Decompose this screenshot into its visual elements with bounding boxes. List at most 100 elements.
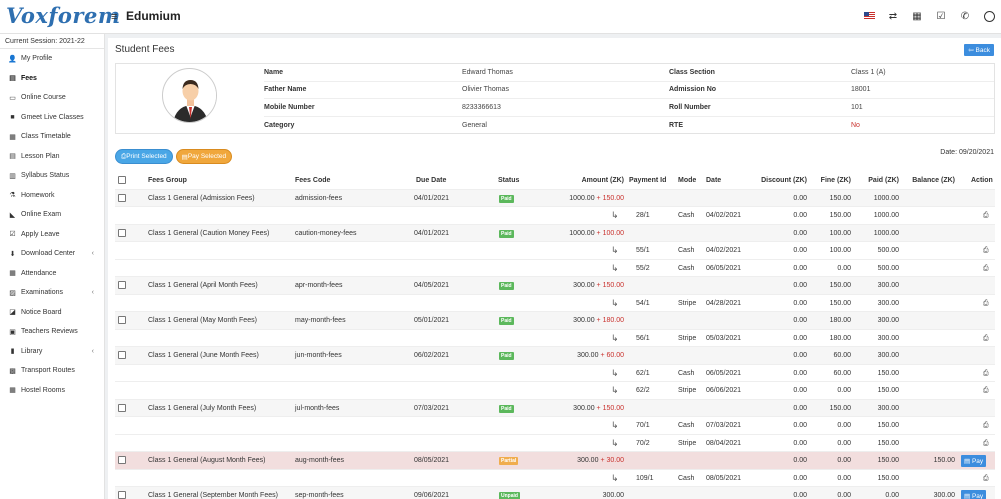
payment-mode: Cash	[678, 474, 695, 482]
print-selected-button[interactable]: ⎙ Print Selected	[115, 149, 173, 164]
logo: Voxforem	[6, 3, 121, 28]
profile-value: 101	[851, 103, 863, 111]
fee-row: Class 1 General (April Month Fees) apr-mo…	[115, 277, 995, 295]
print-icon[interactable]: ⎙	[983, 212, 989, 219]
sidebar-item-download-center[interactable]: ⬇ Download Center ‹	[0, 244, 104, 264]
payment-row: ↳ 109/1 Cash 08/05/2021 0.00 0.00 150.00 ⎙	[115, 470, 995, 487]
print-icon[interactable]: ⎙	[983, 247, 989, 254]
fees-group: Class 1 General (Caution Money Fees)	[148, 229, 270, 237]
row-checkbox[interactable]	[118, 193, 126, 202]
payment-mode: Stripe	[678, 439, 697, 447]
paid: 500.00	[877, 264, 899, 272]
pay-button[interactable]: ▤ Pay	[961, 490, 987, 499]
profile-label: Mobile Number	[264, 103, 315, 111]
fee-row: Class 1 General (August Month Fees) aug-m…	[115, 452, 995, 470]
profile-row: Mobile Number 8233366613 Roll Number 101	[264, 99, 994, 117]
payment-row: ↳ 54/1 Stripe 04/28/2021 0.00 150.00 300.00 ⎙	[115, 295, 995, 312]
rss-icon: ◣	[9, 211, 16, 219]
screen-icon: ▭	[9, 94, 16, 102]
print-icon[interactable]: ⎙	[983, 299, 989, 307]
student-profile: Name Edward Thomas Class Section Class 1 (A…	[115, 63, 995, 134]
sidebar-item-syllabus-status[interactable]: ▥ Syllabus Status	[0, 166, 104, 186]
sidebar-item-label: Online Course	[21, 94, 66, 102]
discount: 0.00	[793, 212, 807, 219]
calendar-icon: ▦	[9, 133, 16, 141]
sidebar-item-label: Attendance	[21, 269, 57, 277]
payment-mode: Cash	[678, 369, 695, 377]
page-title: Student Fees	[115, 44, 175, 55]
check-square-icon[interactable]: ☑	[936, 10, 946, 22]
chevron-left-icon: ‹	[91, 250, 94, 258]
fees-code: apr-month-fees	[295, 282, 343, 289]
row-checkbox[interactable]	[118, 491, 126, 499]
print-icon[interactable]: ⎙	[983, 422, 989, 429]
sidebar-item-apply-leave[interactable]: ☑ Apply Leave	[0, 225, 104, 245]
row-checkbox[interactable]	[118, 281, 126, 289]
row-checkbox[interactable]	[118, 351, 126, 359]
sidebar-item-online-course[interactable]: ▭ Online Course	[0, 88, 104, 108]
profile-label: Roll Number	[669, 103, 711, 111]
print-icon[interactable]: ⎙	[983, 264, 989, 272]
print-icon[interactable]: ⎙	[983, 369, 989, 377]
pay-button[interactable]: ▤ Pay	[961, 455, 987, 467]
row-checkbox[interactable]	[118, 316, 126, 324]
sidebar-item-label: Fees	[21, 74, 37, 82]
sidebar-item-transport-routes[interactable]: ▩ Transport Routes	[0, 361, 104, 381]
col-fees-group: Fees Group	[148, 177, 187, 184]
sidebar-item-attendance[interactable]: ▦ Attendance	[0, 264, 104, 284]
arrow-return-icon: ↳	[611, 262, 619, 273]
amount: 300.00 + 30.00	[577, 457, 624, 464]
user-circle-icon[interactable]	[977, 8, 1001, 24]
payment-date: 06/05/2021	[706, 264, 742, 272]
row-checkbox[interactable]	[118, 228, 126, 237]
sidebar-item-notice-board[interactable]: ◪ Notice Board	[0, 303, 104, 323]
print-icon[interactable]: ⎙	[983, 439, 989, 447]
payment-date: 08/04/2021	[706, 439, 742, 447]
print-icon[interactable]: ⎙	[983, 387, 989, 394]
action-buttons: ⎙ Print Selected ▤ Pay Selected	[115, 149, 235, 164]
sidebar-item-examinations[interactable]: ▨ Examinations ‹	[0, 283, 104, 303]
whatsapp-icon[interactable]: ✆	[960, 10, 970, 22]
row-checkbox[interactable]	[118, 456, 126, 464]
fee-row: Class 1 General (September Month Fees) se…	[115, 487, 995, 499]
pay-selected-label: Pay Selected	[187, 153, 227, 160]
sidebar-item-library[interactable]: ▮ Library ‹	[0, 342, 104, 362]
video-icon: ■	[10, 113, 15, 121]
app-name: Edumium	[126, 9, 181, 23]
fine: 0.00	[837, 264, 851, 272]
sidebar-item-online-exam[interactable]: ◣ Online Exam	[0, 205, 104, 225]
sidebar-item-label: Homework	[21, 191, 55, 199]
sidebar-item-gmeet-live-classes[interactable]: ■ Gmeet Live Classes	[0, 108, 104, 128]
sidebar-item-label: Gmeet Live Classes	[21, 113, 84, 121]
col-status: Status	[498, 177, 520, 184]
fine: 0.00	[837, 422, 851, 429]
exchange-icon[interactable]: ⇄	[888, 10, 898, 22]
due-date: 07/03/2021	[414, 404, 450, 412]
flag-us-icon[interactable]	[857, 8, 881, 24]
sidebar-item-hostel-rooms[interactable]: ▦ Hostel Rooms	[0, 381, 104, 401]
sidebar-item-class-timetable[interactable]: ▦ Class Timetable	[0, 127, 104, 147]
back-button[interactable]: ⇦ Back	[964, 44, 994, 56]
top-bar: Voxforem ≡ Edumium ⇄ ▦ ☑ ✆	[0, 0, 1001, 34]
menu-toggle-icon[interactable]: ≡	[111, 11, 118, 23]
arrow-return-icon: ↳	[611, 210, 619, 220]
print-icon[interactable]: ⎙	[983, 474, 989, 482]
calendar-icon[interactable]: ▦	[912, 10, 922, 22]
sidebar-item-my-profile[interactable]: 👤 My Profile	[0, 49, 104, 69]
sidebar-item-label: Teachers Reviews	[21, 328, 78, 336]
pay-selected-button[interactable]: ▤ Pay Selected	[175, 149, 233, 164]
print-icon[interactable]: ⎙	[983, 334, 989, 342]
table-header: Fees Group Fees Code Due Date Status Amo…	[115, 172, 995, 190]
select-all-checkbox[interactable]	[118, 176, 126, 184]
row-checkbox[interactable]	[118, 403, 126, 412]
fee-row: Class 1 General (June Month Fees) jun-mon…	[115, 347, 995, 365]
col-date: Date	[706, 177, 722, 184]
discount: 0.00	[793, 194, 807, 202]
paid: 1000.00	[873, 229, 899, 237]
sidebar-item-teachers-reviews[interactable]: ▣ Teachers Reviews	[0, 322, 104, 342]
sidebar-item-homework[interactable]: ⚗ Homework	[0, 186, 104, 206]
sidebar-item-fees[interactable]: ▤ Fees	[0, 69, 104, 89]
amount: 1000.00 + 150.00	[569, 194, 624, 202]
sidebar-item-lesson-plan[interactable]: ▤ Lesson Plan	[0, 147, 104, 167]
user-icon: 👤	[8, 55, 17, 63]
